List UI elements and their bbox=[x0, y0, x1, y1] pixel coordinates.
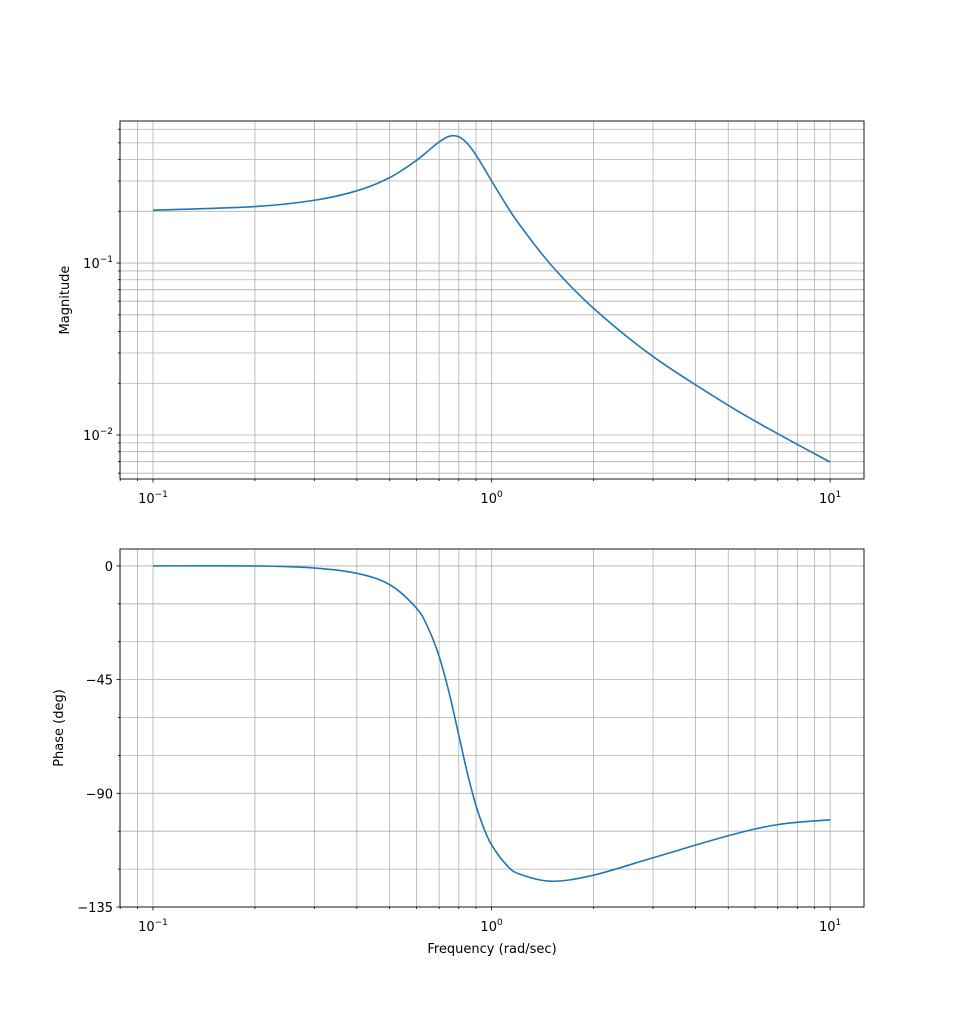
y-axis-label: Magnitude bbox=[58, 266, 73, 335]
x-tick-label: 100 bbox=[480, 490, 503, 507]
tick-base: 10 bbox=[83, 429, 100, 444]
x-tick-label: 101 bbox=[819, 918, 841, 935]
y-tick-label: 10−2 bbox=[83, 427, 113, 444]
tick-exponent: 1 bbox=[836, 490, 842, 500]
tick-exponent: 1 bbox=[836, 918, 842, 928]
x-tick-label: 10−1 bbox=[138, 490, 168, 507]
y-tick-label: −135 bbox=[77, 901, 113, 916]
tick-exponent: −1 bbox=[100, 255, 113, 265]
axes-frame bbox=[119, 120, 865, 480]
axes-frame bbox=[119, 548, 865, 908]
phase-line bbox=[152, 565, 831, 883]
tick-base: 10 bbox=[819, 920, 836, 935]
tick-exponent: −2 bbox=[100, 427, 113, 437]
x-axis-label: Frequency (rad/sec) bbox=[427, 942, 556, 957]
y-axis-label: Phase (deg) bbox=[52, 689, 67, 767]
tick-exponent: −1 bbox=[155, 918, 168, 928]
y-tick-label: −45 bbox=[86, 674, 113, 689]
y-tick-label: 10−1 bbox=[83, 255, 113, 272]
tick-exponent: −1 bbox=[155, 490, 168, 500]
tick-base: 10 bbox=[83, 257, 100, 272]
x-tick-label: 101 bbox=[819, 490, 841, 507]
x-tick-label: 10−1 bbox=[138, 918, 168, 935]
tick-exponent: 0 bbox=[497, 490, 503, 500]
y-tick-label: 0 bbox=[105, 560, 113, 575]
tick-base: 10 bbox=[480, 920, 497, 935]
tick-base: 10 bbox=[480, 492, 497, 507]
tick-base: 10 bbox=[138, 492, 155, 507]
tick-exponent: 0 bbox=[497, 918, 503, 928]
magnitude-line bbox=[152, 134, 831, 463]
y-tick-label: −90 bbox=[86, 787, 113, 802]
x-tick-label: 100 bbox=[480, 918, 503, 935]
tick-base: 10 bbox=[138, 920, 155, 935]
tick-base: 10 bbox=[819, 492, 836, 507]
